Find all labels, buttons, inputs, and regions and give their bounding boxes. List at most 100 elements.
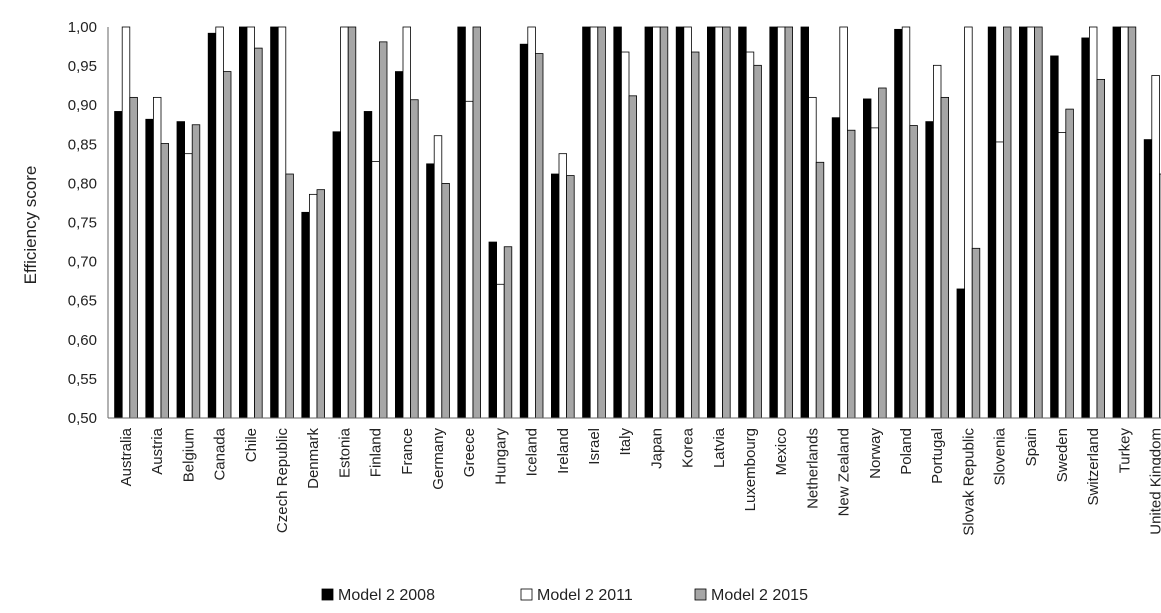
- bar: [1127, 26, 1137, 419]
- legend-swatch: [694, 588, 707, 601]
- x-category-label: France: [399, 428, 416, 475]
- x-category-label: Luxembourg: [742, 428, 759, 511]
- legend: Model 2 2008 Model 2 2011 Model 2 2015: [321, 587, 808, 604]
- legend-label: Model 2 2015: [711, 587, 808, 604]
- bar: [426, 163, 435, 419]
- x-category-label: Poland: [898, 428, 915, 475]
- y-tick-label: 0,75: [68, 215, 97, 232]
- bar: [1065, 108, 1074, 419]
- bar: [589, 26, 599, 419]
- bar: [745, 51, 755, 419]
- bar: [987, 26, 997, 419]
- bar: [371, 161, 380, 419]
- bar: [301, 211, 310, 419]
- bar: [628, 95, 637, 419]
- bar: [1089, 26, 1098, 419]
- bar: [1081, 37, 1090, 419]
- bar: [566, 175, 575, 419]
- bar: [246, 26, 255, 419]
- bar: [644, 26, 653, 419]
- bar: [114, 111, 123, 419]
- bar: [901, 26, 911, 419]
- bar: [496, 283, 505, 419]
- bar: [675, 26, 685, 419]
- bar: [847, 129, 856, 419]
- bar: [1120, 26, 1129, 419]
- bar: [222, 71, 232, 419]
- bar: [784, 26, 793, 419]
- bar: [378, 41, 388, 419]
- bar: [995, 141, 1004, 419]
- bar: [1019, 26, 1028, 419]
- bar: [691, 51, 700, 419]
- y-tick-label: 0,95: [68, 58, 97, 75]
- x-category-label: Belgium: [180, 428, 197, 482]
- x-category-label: Australia: [118, 427, 135, 486]
- bar: [933, 64, 942, 419]
- bar: [1159, 173, 1161, 419]
- bar: [621, 51, 630, 419]
- bar: [940, 96, 949, 419]
- x-category-label: Iceland: [524, 428, 541, 476]
- bar: [488, 241, 497, 419]
- bar: [831, 117, 841, 419]
- bar: [769, 26, 778, 419]
- bar: [270, 26, 279, 419]
- bar: [800, 26, 809, 419]
- x-category-label: Austria: [149, 427, 166, 474]
- bar: [551, 173, 560, 419]
- bar: [129, 96, 138, 419]
- bar: [332, 131, 341, 419]
- bar: [394, 71, 404, 419]
- x-category-label: Slovenia: [992, 427, 1009, 485]
- x-category-label: United Kingdom: [1148, 428, 1161, 535]
- bar: [582, 26, 591, 419]
- bar: [613, 26, 622, 419]
- y-tick-label: 0,70: [68, 254, 97, 271]
- bar: [1050, 55, 1059, 419]
- bar: [839, 26, 848, 419]
- x-category-label: Norway: [867, 428, 884, 479]
- x-category-label: Portugal: [929, 428, 946, 484]
- x-category-label: Spain: [1023, 428, 1040, 466]
- bar: [176, 121, 185, 419]
- bar: [738, 26, 747, 419]
- x-category-label: Latvia: [711, 427, 728, 468]
- bar: [1057, 132, 1067, 419]
- bar: [145, 118, 154, 419]
- bar: [1026, 26, 1035, 419]
- bar: [152, 96, 162, 419]
- bar: [659, 26, 669, 419]
- bar: [254, 47, 263, 419]
- bar: [441, 182, 450, 419]
- y-tick-label: 1,00: [68, 19, 97, 36]
- bar: [191, 124, 201, 419]
- x-category-label: Hungary: [492, 428, 509, 485]
- bar: [808, 96, 817, 419]
- bar: [215, 26, 224, 419]
- bar: [815, 161, 825, 419]
- bar: [464, 100, 474, 419]
- legend-label: Model 2 2008: [338, 587, 435, 604]
- x-category-label: Canada: [212, 427, 229, 480]
- bar: [184, 153, 193, 419]
- bar: [535, 53, 544, 419]
- bar: [714, 26, 723, 419]
- bar: [363, 111, 373, 419]
- x-category-label: Turkey: [1116, 428, 1133, 474]
- bar: [878, 87, 887, 419]
- y-tick-label: 0,85: [68, 136, 97, 153]
- bar: [457, 26, 466, 419]
- bar: [238, 26, 248, 419]
- x-category-label: Mexico: [773, 428, 790, 476]
- bar: [683, 26, 692, 419]
- bar: [1034, 26, 1043, 419]
- legend-label: Model 2 2011: [537, 587, 633, 604]
- x-category-label: Switzerland: [1085, 428, 1102, 506]
- bar: [347, 26, 357, 419]
- bar: [1151, 75, 1160, 419]
- x-category-label: Sweden: [1054, 428, 1071, 482]
- legend-swatch: [321, 588, 334, 601]
